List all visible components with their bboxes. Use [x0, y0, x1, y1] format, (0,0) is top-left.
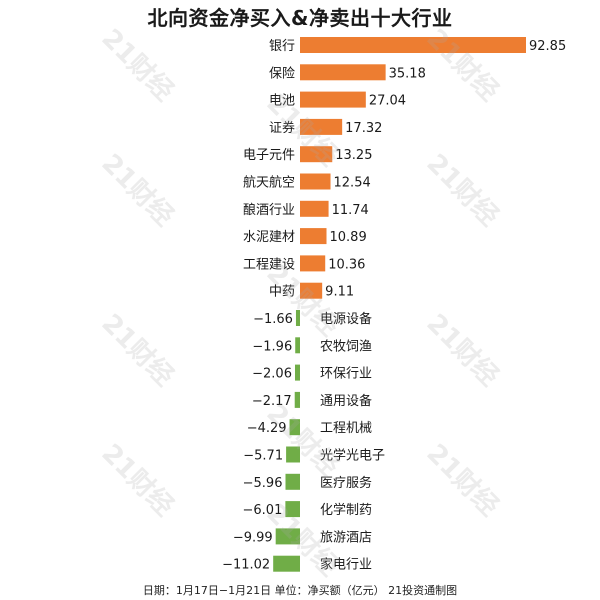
category-label: 通用设备: [320, 393, 372, 409]
category-label: 酿酒行业: [243, 202, 295, 218]
category-label: 水泥建材: [243, 230, 295, 245]
value-label: 10.89: [330, 230, 367, 245]
bar-旅游酒店: [275, 528, 300, 545]
value-label: −2.06: [252, 367, 292, 382]
bar-环保行业: [294, 364, 300, 381]
category-label: 证券: [269, 120, 295, 136]
value-label: −9.99: [233, 530, 273, 545]
bar-光学光电子: [286, 446, 300, 463]
category-label: 保险: [269, 66, 295, 81]
category-label: 家电行业: [320, 557, 372, 573]
bar-医疗服务: [285, 473, 300, 490]
bar-工程机械: [289, 419, 300, 436]
category-label: 工程建设: [243, 257, 295, 272]
bar-家电行业: [273, 555, 300, 572]
value-label: 9.11: [325, 285, 354, 300]
value-label: −6.01: [243, 503, 283, 518]
value-label: 35.18: [389, 66, 426, 81]
chart-title: 北向资金净买入&净卖出十大行业: [147, 6, 453, 30]
category-label: 化学制药: [320, 502, 372, 518]
value-label: 11.74: [332, 203, 369, 218]
bar-工程建设: [300, 255, 326, 272]
value-label: 27.04: [369, 94, 406, 109]
category-label: 电源设备: [320, 311, 372, 327]
bar-电池: [300, 91, 366, 108]
bar-航天航空: [300, 173, 331, 190]
category-label: 银行: [269, 39, 295, 54]
bar-电源设备: [295, 310, 300, 326]
bar-电子元件: [300, 146, 333, 163]
category-label: 环保行业: [320, 367, 372, 382]
value-label: 12.54: [334, 176, 371, 191]
bar-水泥建材: [300, 228, 327, 245]
value-label: 92.85: [529, 39, 566, 54]
value-label: −2.17: [252, 394, 292, 409]
value-label: 13.25: [335, 148, 372, 163]
bar-中药: [300, 282, 323, 299]
category-label: 电子元件: [243, 148, 295, 163]
value-label: −1.96: [252, 339, 292, 354]
value-label: 17.32: [345, 121, 382, 136]
bar-通用设备: [294, 391, 300, 408]
value-label: −4.29: [247, 421, 287, 436]
category-label: 农牧饲渔: [320, 339, 372, 354]
bar-证券: [300, 118, 343, 135]
bar-化学制药: [285, 501, 300, 518]
bar-保险: [300, 64, 386, 81]
category-label: 电池: [269, 94, 295, 109]
value-label: −5.96: [243, 476, 283, 491]
category-label: 医疗服务: [320, 475, 372, 491]
bar-酿酒行业: [300, 200, 329, 217]
value-label: 10.36: [328, 257, 365, 272]
category-label: 工程机械: [320, 421, 372, 436]
category-label: 中药: [269, 285, 295, 300]
category-label: 旅游酒店: [320, 530, 372, 545]
bar-银行: [300, 37, 526, 53]
category-label: 航天航空: [243, 175, 295, 191]
value-label: −5.71: [243, 449, 283, 464]
value-label: −11.02: [222, 558, 270, 573]
category-label: 光学光电子: [320, 448, 385, 464]
footer-note: 日期：1月17日−1月21日 单位：净买额（亿元） 21投资通制图: [142, 584, 458, 597]
value-label: −1.66: [253, 312, 293, 327]
bar-农牧饲渔: [295, 337, 300, 354]
